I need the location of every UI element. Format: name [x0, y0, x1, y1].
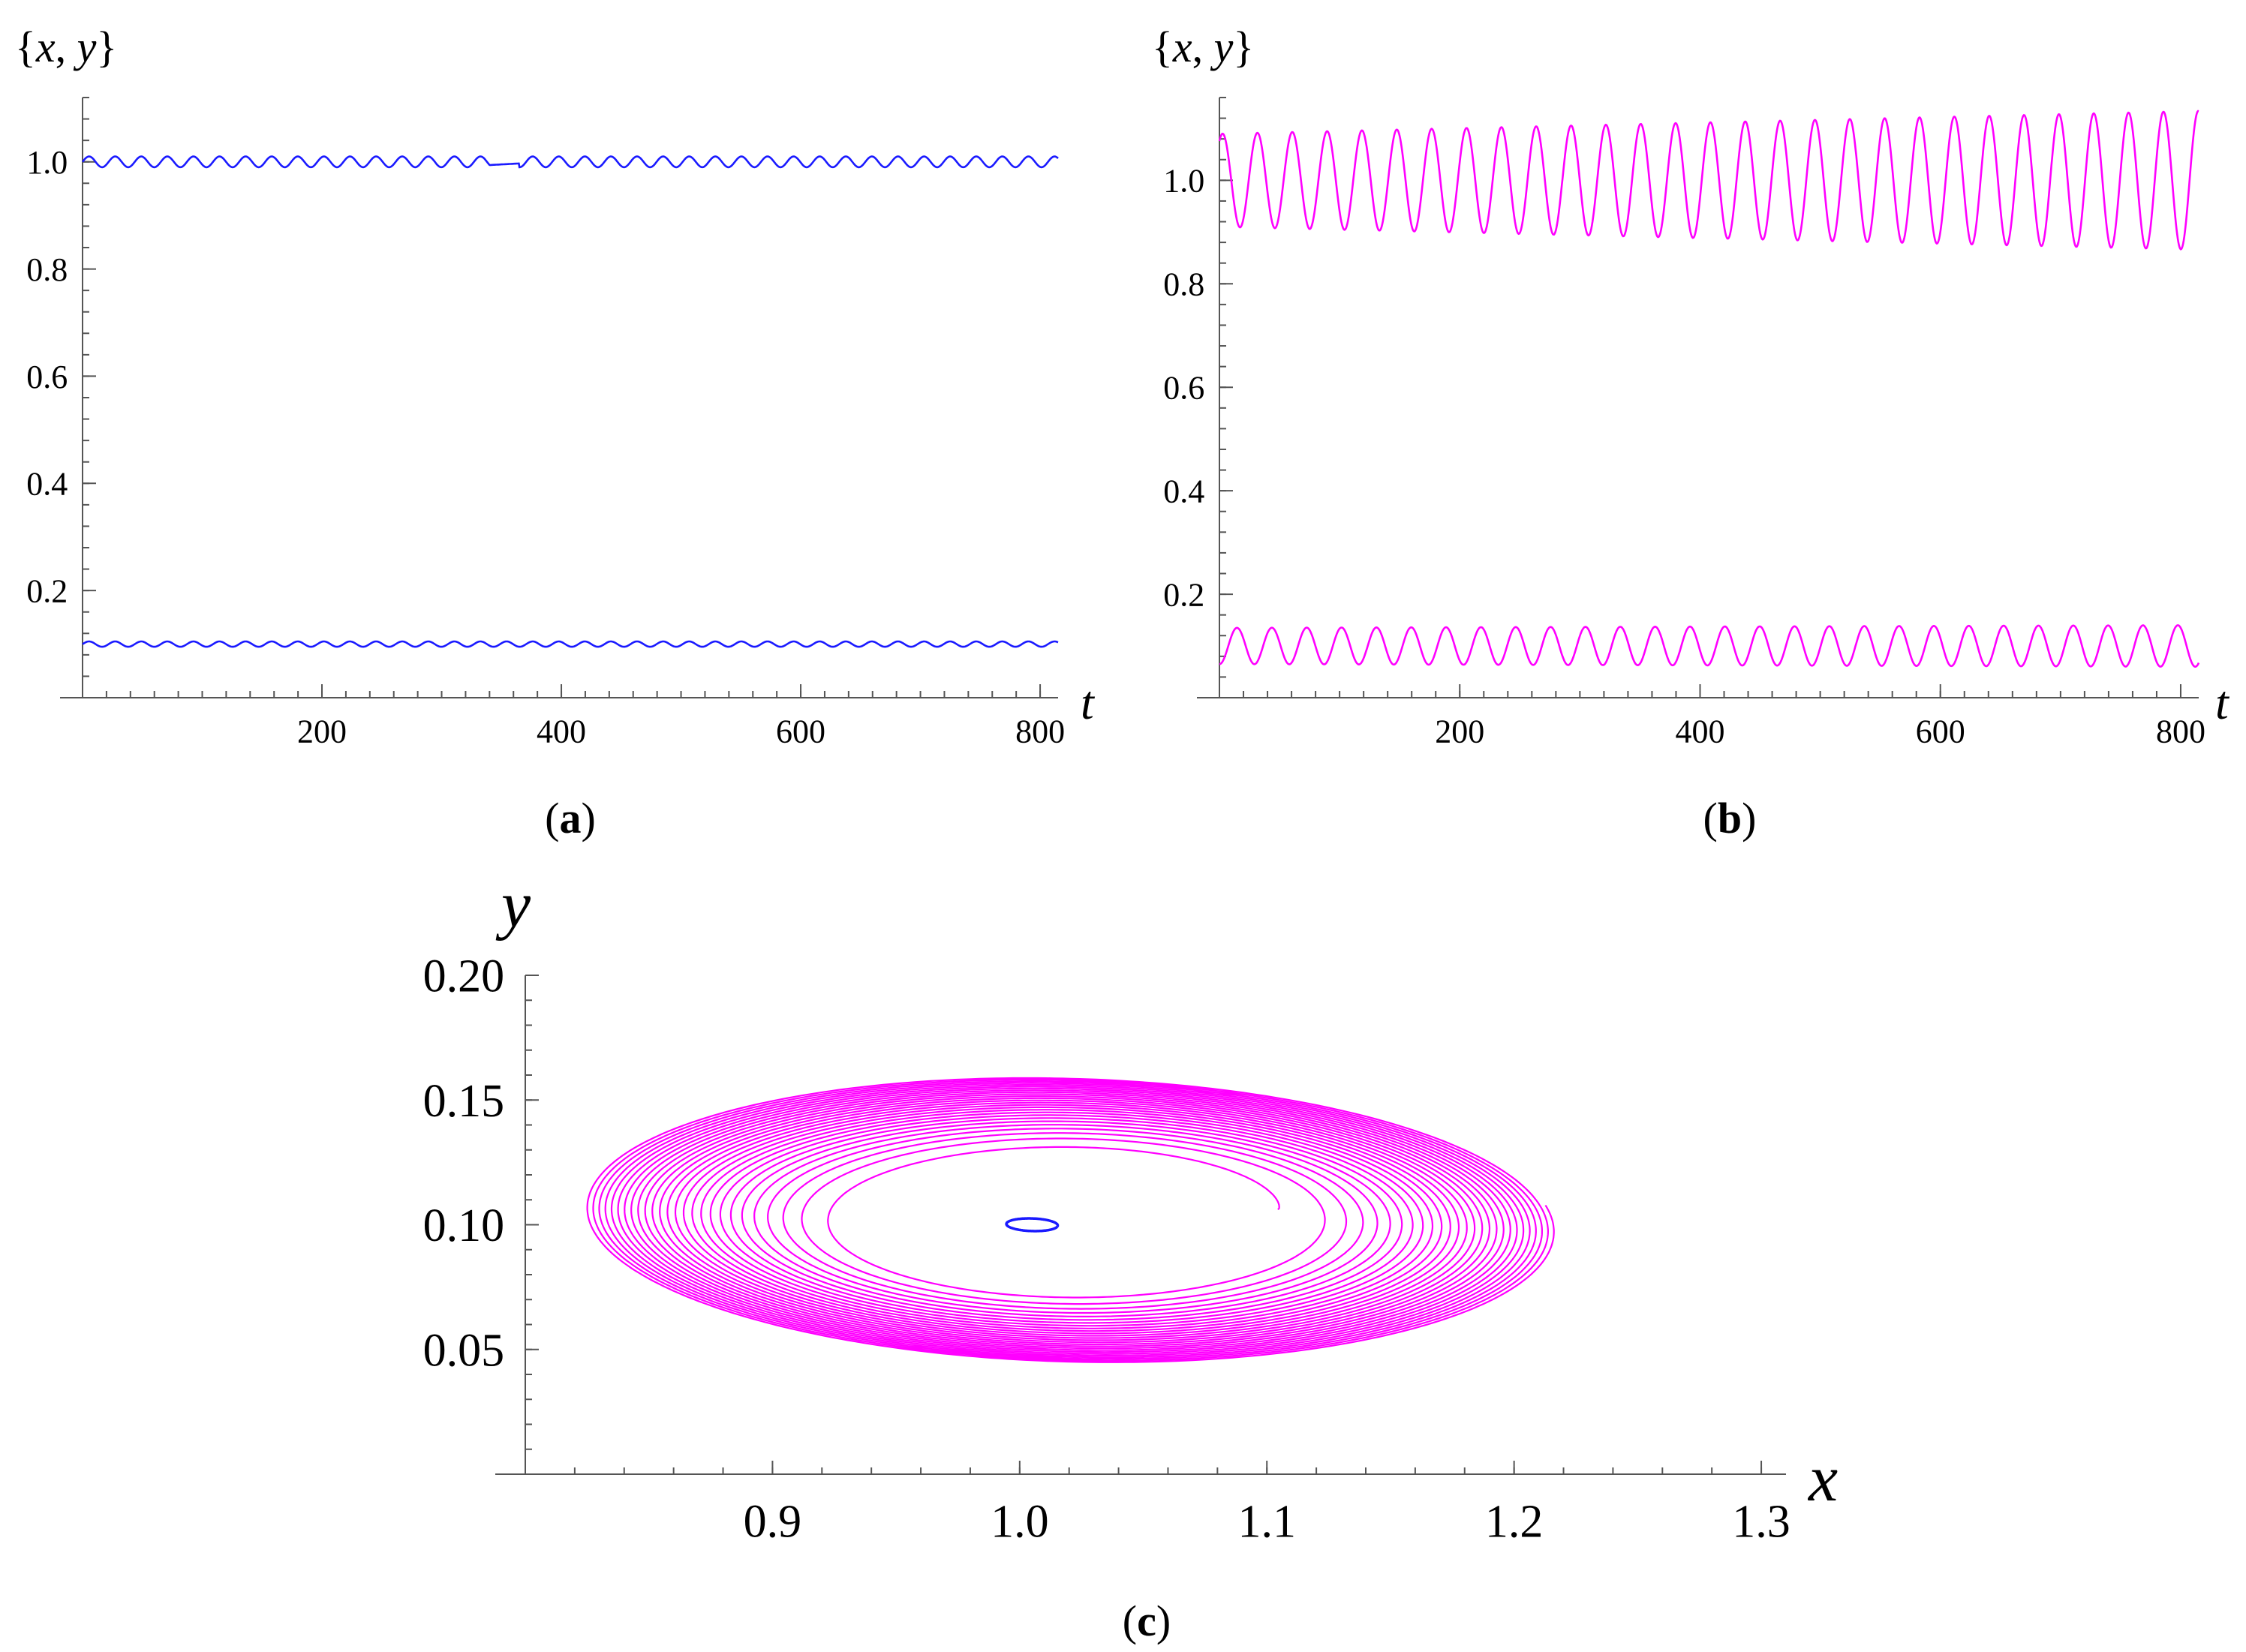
b-y-tick-label: 0.6	[1163, 370, 1204, 407]
b-x-tick-label: 600	[1916, 713, 1965, 749]
panel-b-ticks	[1219, 97, 2181, 698]
panel-c-tick-labels: 0.9 1.0 1.1 1.2 1.3 0.05 0.10 0.15 0.20	[423, 951, 1790, 1548]
panel-a-axes	[60, 98, 1058, 698]
panel-a-ticks	[83, 97, 1042, 698]
b-series-x-line	[1218, 110, 2199, 251]
c-x-tick-label: 1.3	[1732, 1497, 1790, 1548]
panel-a-xlabel: t	[1081, 676, 1096, 729]
c-y-tick-label: 0.15	[423, 1076, 505, 1127]
c-x-tick-label: 1.0	[991, 1497, 1049, 1548]
panel-a-panel-label: (a)	[545, 794, 596, 843]
panel-c-xlabel: x	[1807, 1443, 1838, 1515]
c-y-tick-label: 0.10	[423, 1200, 505, 1251]
a-y-tick-label: 0.6	[26, 359, 68, 395]
a-x-tick-label: 200	[297, 713, 347, 749]
panel-a-ylabel: {x, y}	[15, 23, 117, 71]
b-y-tick-label: 0.4	[1163, 473, 1204, 510]
b-y-tick-label: 1.0	[1163, 163, 1204, 200]
b-x-tick-label: 200	[1435, 713, 1484, 749]
panel-a: 200 400 600 800 0.2 0.4 0.6 0.8 1.0 {x, y} t (a)	[15, 23, 1096, 843]
panel-b-panel-label: (b)	[1703, 794, 1757, 843]
panel-c-ticks	[525, 975, 1763, 1474]
a-y-tick-label: 0.8	[26, 251, 68, 288]
panel-c: 0.9 1.0 1.1 1.2 1.3 0.05 0.10 0.15 0.20 y x (c)	[423, 869, 1838, 1645]
c-x-tick-label: 1.1	[1237, 1497, 1296, 1548]
a-x-tick-label: 800	[1015, 713, 1065, 749]
panel-b-xlabel: t	[2215, 676, 2230, 729]
panel-b-tick-labels: 200 400 600 800 0.2 0.4 0.6 0.8 1.0	[1163, 163, 2205, 750]
panel-b-axes	[1197, 98, 2199, 698]
c-y-tick-label: 0.05	[423, 1325, 505, 1376]
panel-c-series	[586, 1077, 1555, 1363]
c-x-tick-label: 0.9	[744, 1497, 802, 1548]
c-y-tick-label: 0.20	[423, 951, 505, 1002]
a-y-tick-label: 0.4	[26, 466, 68, 503]
panel-c-trajectory-magenta	[586, 1077, 1555, 1363]
panel-c-ylabel: y	[495, 869, 531, 942]
panel-c-limit-cycle-blue	[1005, 1217, 1060, 1233]
panel-c-axes	[495, 975, 1786, 1475]
b-series-y-line	[1219, 624, 2200, 668]
a-y-tick-label: 1.0	[26, 144, 68, 181]
a-y-tick-label: 0.2	[26, 573, 68, 610]
panel-c-panel-label: (c)	[1123, 1596, 1171, 1645]
b-x-tick-label: 400	[1675, 713, 1724, 749]
a-series-y-line	[82, 640, 1059, 648]
panel-a-series	[81, 155, 1059, 648]
b-y-tick-label: 0.8	[1163, 266, 1204, 303]
b-x-tick-label: 800	[2156, 713, 2205, 749]
panel-b-series	[1218, 110, 2200, 668]
a-x-tick-label: 400	[537, 713, 586, 749]
panel-b-ylabel: {x, y}	[1152, 23, 1254, 71]
c-x-tick-label: 1.2	[1485, 1497, 1544, 1548]
a-x-tick-label: 600	[776, 713, 825, 749]
panel-a-tick-labels: 200 400 600 800 0.2 0.4 0.6 0.8 1.0	[26, 144, 1065, 749]
b-y-tick-label: 0.2	[1163, 576, 1204, 613]
panel-b: 200 400 600 800 0.2 0.4 0.6 0.8 1.0 {x, y} t (b)	[1152, 23, 2230, 843]
a-series-x-line	[81, 155, 1059, 169]
